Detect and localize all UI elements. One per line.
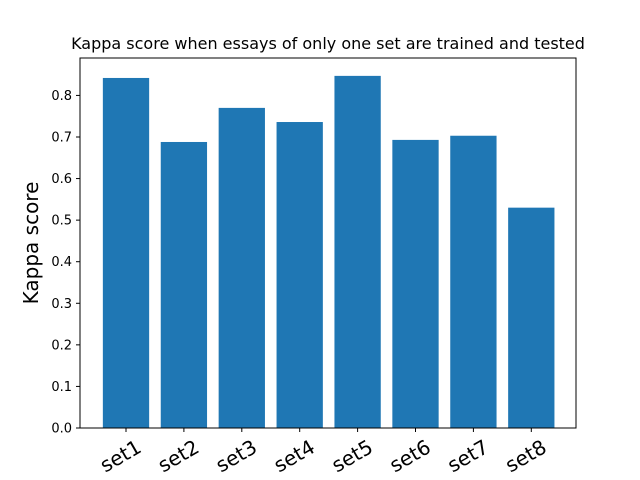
x-tick-label: set8	[501, 435, 550, 477]
x-tick-label: set4	[269, 435, 318, 477]
x-tick-label: set2	[154, 435, 203, 477]
y-tick-label: 0.1	[51, 380, 72, 395]
x-tick-label: set1	[96, 435, 145, 477]
x-tick-label: set3	[212, 435, 261, 477]
bar-set2	[160, 141, 208, 429]
y-tick-label: 0.2	[51, 338, 72, 353]
bar-set6	[392, 139, 439, 428]
bar-set4	[276, 122, 323, 429]
bar-set7	[450, 135, 497, 429]
y-axis-ticks: 0.0 0.1 0.2 0.3 0.4 0.5 0.6 0.7 0.8	[51, 89, 80, 437]
y-tick-label: 0.8	[51, 89, 72, 104]
y-tick-label: 0.6	[51, 172, 72, 187]
x-tick-label: set7	[443, 435, 492, 477]
bar-set5	[334, 75, 381, 428]
y-tick-label: 0.7	[51, 130, 72, 145]
bar-set8	[508, 207, 555, 428]
bar-set1	[102, 77, 150, 429]
plot-frame	[79, 57, 577, 429]
bar-set3	[218, 107, 265, 428]
y-tick-label: 0.5	[51, 214, 72, 229]
chart-title: Kappa score when essays of only one set …	[71, 34, 585, 53]
x-axis-ticks: set1 set2 set3 set4 set5 set6 set7 set8	[96, 428, 551, 477]
y-tick-label: 0.3	[51, 297, 72, 312]
bars-group	[102, 75, 555, 429]
y-tick-label: 0.0	[51, 422, 72, 437]
x-tick-label: set6	[385, 435, 434, 477]
x-tick-label: set5	[327, 435, 376, 477]
y-tick-label: 0.4	[51, 255, 72, 270]
y-axis-label: Kappa score	[19, 182, 43, 305]
